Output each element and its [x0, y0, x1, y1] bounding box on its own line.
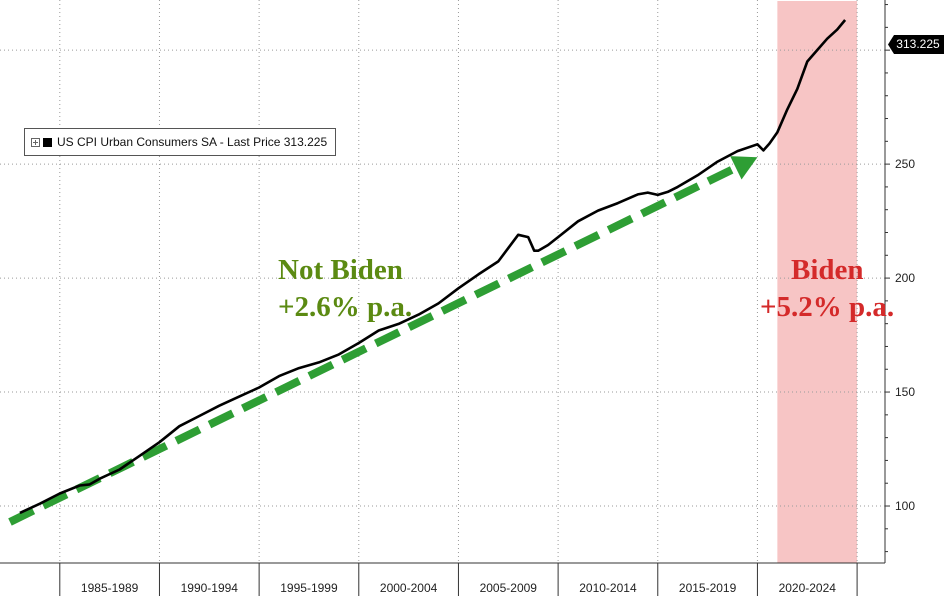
last-price-tag: 313.225	[888, 35, 944, 54]
x-tick-label: 1995-1999	[280, 581, 338, 595]
cpi-series-line	[19, 19, 847, 515]
legend-expand-icon[interactable]	[31, 137, 40, 147]
y-tick-label: 250	[895, 157, 915, 171]
biden-rate: +5.2% p.a.	[760, 291, 894, 323]
x-tick-label: 2000-2004	[380, 581, 438, 595]
y-axis: 100150200250300	[884, 0, 915, 563]
trend-arrow-head	[730, 156, 758, 180]
highlight-band	[777, 1, 858, 563]
x-tick-label: 2005-2009	[480, 581, 538, 595]
x-axis: 1985-1989 1990-1994 1995-1999 2000-2004 2005…	[0, 562, 885, 596]
y-tick-label: 100	[895, 499, 915, 513]
not-biden-label: Not Biden	[278, 254, 403, 286]
biden-label: Biden	[791, 254, 864, 286]
grid-lines	[0, 0, 885, 563]
x-tick-label: 2015-2019	[679, 581, 737, 595]
x-tick-label: 1990-1994	[181, 581, 239, 595]
y-tick-label: 200	[895, 271, 915, 285]
x-tick-label: 1985-1989	[81, 581, 139, 595]
y-tick-label: 150	[895, 385, 915, 399]
x-tick-label: 2020-2024	[779, 581, 837, 595]
legend-label: US CPI Urban Consumers SA - Last Price 3…	[57, 135, 328, 149]
not-biden-rate: +2.6% p.a.	[278, 291, 412, 323]
x-tick-label: 2010-2014	[579, 581, 637, 595]
legend-swatch	[43, 137, 52, 147]
legend: US CPI Urban Consumers SA - Last Price 3…	[24, 128, 337, 156]
